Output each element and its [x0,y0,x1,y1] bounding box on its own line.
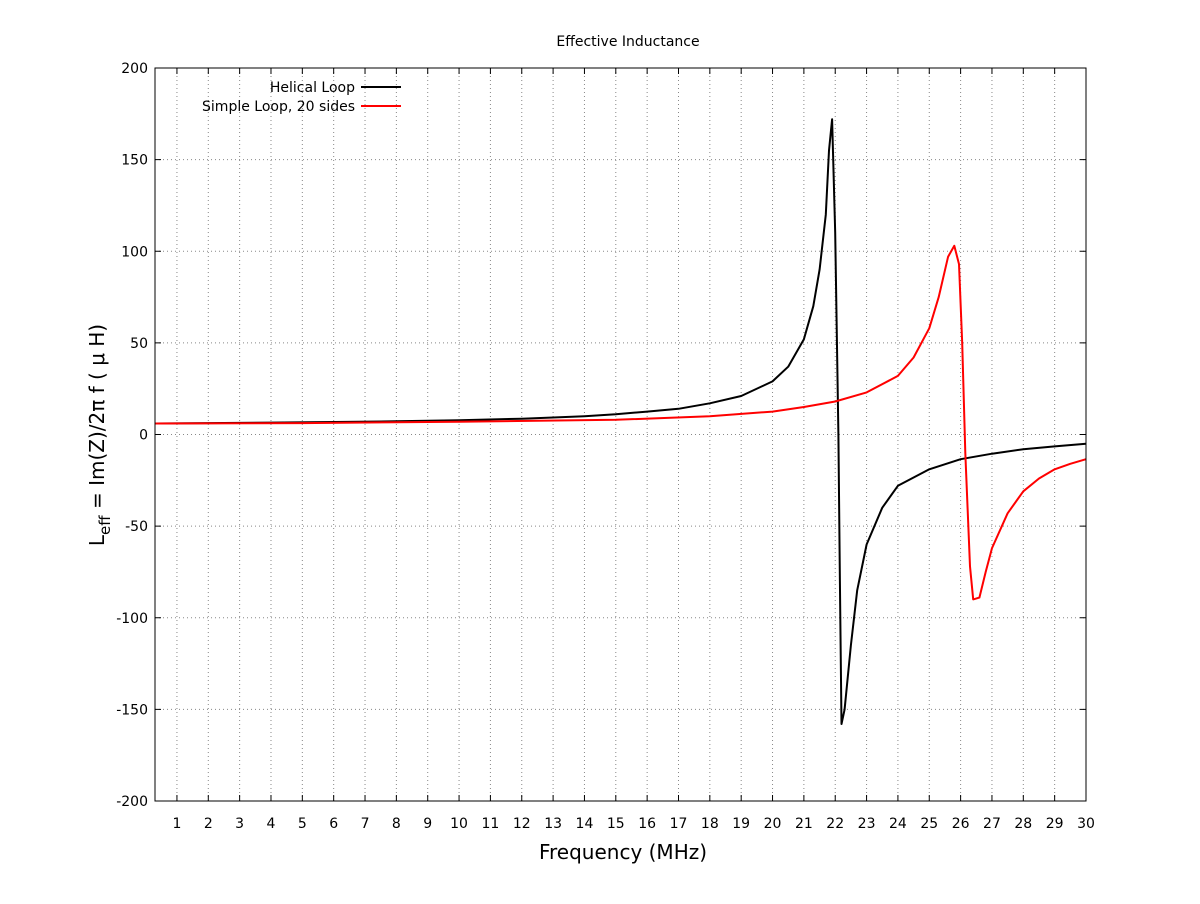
x-tick-label: 14 [576,816,594,832]
y-tick-label: 50 [130,336,148,352]
x-tick-label: 20 [764,816,782,832]
x-tick-label: 5 [298,816,307,832]
x-tick-label: 28 [1014,816,1032,832]
x-tick-label: 9 [423,816,432,832]
x-tick-label: 13 [544,816,562,832]
y-axis-ticks: -200 -150 -100 -50 0 50 100 150 200 [116,61,1086,810]
x-tick-label: 3 [235,816,244,832]
chart-title: Effective Inductance [556,34,699,50]
y-tick-label: -100 [116,611,148,627]
y-tick-label: -200 [116,794,148,810]
x-tick-label: 26 [952,816,970,832]
curves [154,118,1087,725]
x-tick-label: 7 [361,816,370,832]
series-line-1 [154,244,1087,601]
x-tick-label: 24 [889,816,907,832]
y-tick-label: 0 [139,428,148,444]
x-tick-label: 27 [983,816,1001,832]
legend: Helical Loop Simple Loop, 20 sides [202,80,401,115]
x-tick-label: 21 [795,816,813,832]
x-axis-label: Frequency (MHz) [539,840,707,864]
x-tick-label: 11 [481,816,499,832]
y-tick-label: 150 [121,153,148,169]
grid [155,67,1087,802]
x-tick-label: 23 [858,816,876,832]
x-tick-label: 2 [204,816,213,832]
x-tick-label: 17 [670,816,688,832]
x-tick-label: 29 [1046,816,1064,832]
y-tick-label: -50 [125,519,148,535]
plot-border [154,67,1087,802]
x-tick-label: 18 [701,816,719,832]
series-line-0 [154,118,1087,725]
x-tick-label: 22 [826,816,844,832]
legend-label-0: Helical Loop [270,80,355,96]
x-tick-label: 10 [450,816,468,832]
y-axis-label: Leff = Im(Z)/2π f ( μ H) [85,324,114,546]
legend-label-1: Simple Loop, 20 sides [202,99,355,115]
x-tick-label: 19 [732,816,750,832]
y-tick-label: 200 [121,61,148,77]
x-tick-label: 4 [267,816,276,832]
x-axis-ticks: 1 2 3 4 5 6 7 8 9 10 11 12 13 14 15 16 17 18 19 20 21 22 23 24 2… [172,68,1095,832]
x-tick-label: 6 [329,816,338,832]
x-tick-label: 12 [513,816,531,832]
x-tick-label: 16 [638,816,656,832]
x-tick-label: 30 [1077,816,1095,832]
x-tick-label: 8 [392,816,401,832]
y-tick-label: -150 [116,702,148,718]
x-tick-label: 1 [172,816,181,832]
x-tick-label: 15 [607,816,625,832]
x-tick-label: 25 [920,816,938,832]
y-tick-label: 100 [121,244,148,260]
